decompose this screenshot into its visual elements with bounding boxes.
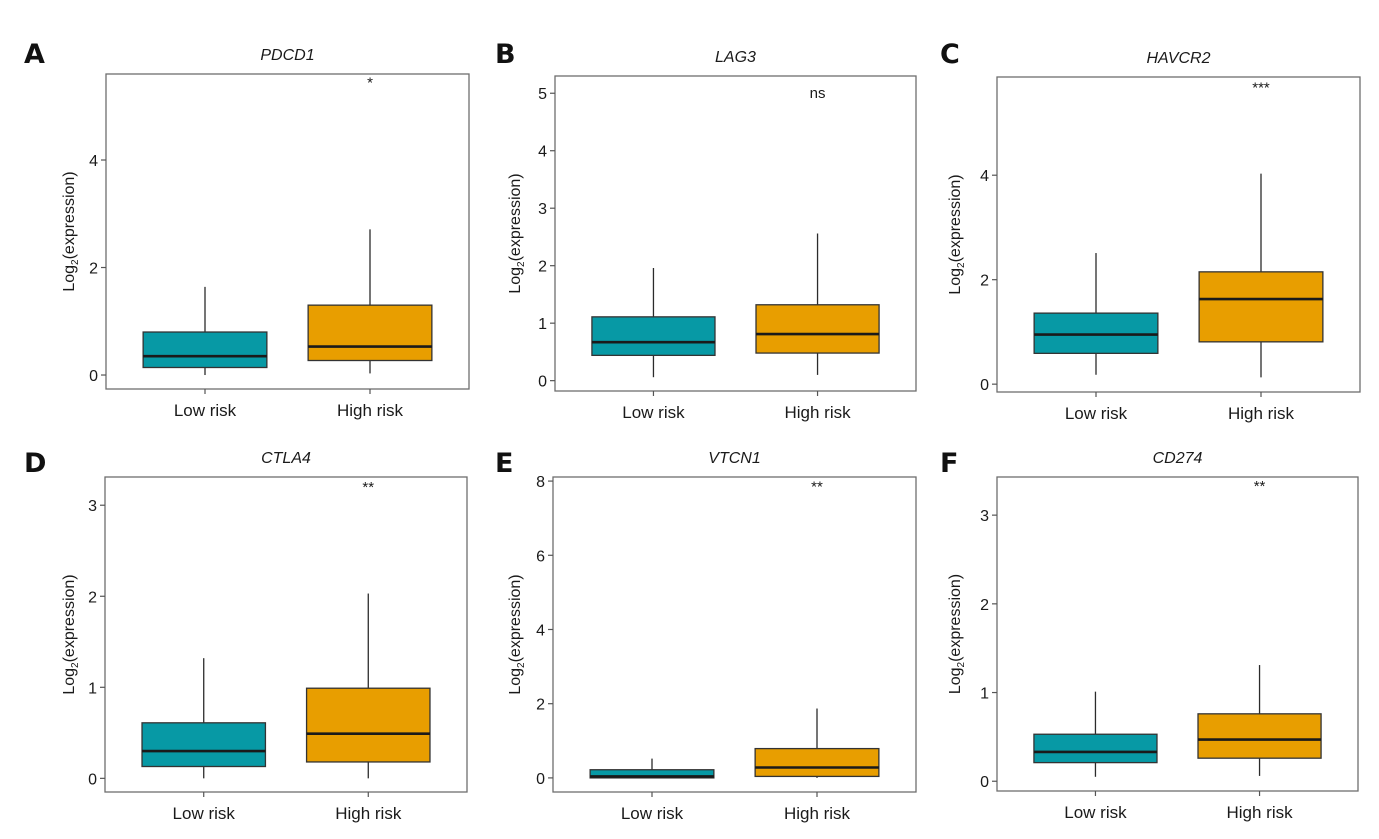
y-axis-label: Log2(expression)	[61, 574, 81, 694]
y-tick-label: 4	[89, 153, 98, 170]
iqr-box	[1033, 312, 1159, 354]
x-tick-label: High risk	[784, 804, 851, 823]
y-tick-label: 8	[536, 474, 545, 491]
y-tick-label: 2	[980, 273, 989, 290]
y-tick-label: 4	[980, 168, 989, 185]
x-tick-label: Low risk	[621, 804, 684, 823]
iqr-box	[591, 316, 716, 357]
box-low-risk	[589, 758, 715, 779]
y-tick-label: 2	[538, 259, 547, 276]
x-tick-label: High risk	[1226, 803, 1293, 822]
y-tick-label: 2	[980, 597, 989, 614]
y-axis-label: Log2(expression)	[61, 171, 81, 291]
iqr-box	[755, 304, 880, 354]
x-tick-label: High risk	[1228, 404, 1295, 423]
panel-letter: A	[24, 39, 45, 70]
panel-title: VTCN1	[708, 450, 760, 467]
x-tick-label: Low risk	[1064, 803, 1127, 822]
panel-title: CD274	[1153, 450, 1203, 467]
iqr-box	[305, 687, 431, 763]
panel-d: D CTLA4 0 1 2 3 Log2(expression) Low risk High r…	[24, 448, 468, 823]
panel-a: A PDCD1 0 2 4 Log2(expression) Low risk High ri…	[24, 39, 470, 420]
iqr-box	[1033, 733, 1158, 764]
box-high-risk	[1197, 665, 1322, 776]
panel-e: E VTCN1 0 2 4 6 8 Log2(expression) Low risk High …	[495, 448, 917, 823]
x-tick-label: High risk	[335, 804, 402, 823]
plot-frame	[552, 476, 917, 793]
panel-title: CTLA4	[261, 450, 311, 467]
y-tick-label: 6	[536, 548, 545, 565]
y-tick-label: 1	[538, 316, 547, 333]
x-tick-label: Low risk	[622, 403, 685, 422]
iqr-box	[1198, 271, 1324, 343]
y-tick-label: 2	[88, 589, 97, 606]
box-high-risk	[1198, 173, 1324, 378]
x-tick-label: Low risk	[173, 804, 236, 823]
box-low-risk	[1033, 691, 1158, 777]
y-tick-label: 0	[89, 368, 98, 385]
y-tick-label: 0	[538, 374, 547, 391]
x-tick-label: Low risk	[174, 401, 237, 420]
box-low-risk	[1033, 253, 1159, 375]
y-tick-label: 4	[536, 622, 545, 639]
panel-letter: B	[495, 39, 516, 70]
iqr-box	[307, 304, 433, 362]
iqr-box	[754, 747, 880, 778]
iqr-box	[141, 722, 267, 768]
y-tick-label: 4	[538, 144, 547, 161]
panel-c: C HAVCR2 0 2 4 Log2(expression) Low risk High r…	[940, 39, 1361, 423]
panel-title: HAVCR2	[1146, 50, 1210, 67]
significance-label: ***	[1252, 79, 1270, 96]
box-high-risk	[305, 593, 431, 779]
panel-letter: E	[495, 448, 513, 479]
box-low-risk	[591, 267, 716, 378]
iqr-box	[142, 331, 268, 369]
significance-label: ns	[810, 85, 826, 102]
iqr-box	[589, 769, 715, 779]
panel-b: B LAG3 0 1 2 3 4 5 Log2(expression) Low risk High …	[495, 39, 917, 422]
y-tick-label: 3	[538, 201, 547, 218]
y-tick-label: 0	[88, 771, 97, 788]
x-tick-label: Low risk	[1065, 404, 1128, 423]
panel-letter: C	[940, 39, 960, 70]
y-tick-label: 0	[536, 771, 545, 788]
y-axis-label: Log2(expression)	[947, 174, 967, 294]
iqr-box	[1197, 713, 1322, 759]
box-high-risk	[307, 229, 433, 374]
significance-label: *	[367, 75, 373, 92]
box-high-risk	[754, 708, 880, 778]
panel-title: LAG3	[715, 49, 756, 66]
x-tick-label: High risk	[784, 403, 851, 422]
y-tick-label: 0	[980, 377, 989, 394]
significance-label: **	[1254, 478, 1266, 495]
y-tick-label: 3	[88, 498, 97, 515]
y-tick-label: 3	[980, 508, 989, 525]
box-high-risk	[755, 233, 880, 375]
box-low-risk	[142, 286, 268, 376]
y-tick-label: 0	[980, 774, 989, 791]
box-low-risk	[141, 658, 267, 779]
panel-letter: F	[940, 448, 958, 479]
y-axis-label: Log2(expression)	[507, 173, 527, 293]
y-tick-label: 2	[536, 697, 545, 714]
y-axis-label: Log2(expression)	[947, 574, 967, 694]
significance-label: **	[362, 479, 374, 496]
y-tick-label: 5	[538, 86, 547, 103]
panel-f: F CD274 0 1 2 3 Log2(expression) Low risk High r…	[940, 448, 1359, 822]
y-axis-label: Log2(expression)	[507, 574, 527, 694]
y-tick-label: 2	[89, 261, 98, 278]
y-tick-label: 1	[88, 680, 97, 697]
panel-letter: D	[24, 448, 46, 479]
panel-title: PDCD1	[260, 47, 314, 64]
y-tick-label: 1	[980, 686, 989, 703]
x-tick-label: High risk	[337, 401, 404, 420]
significance-label: **	[811, 479, 823, 496]
